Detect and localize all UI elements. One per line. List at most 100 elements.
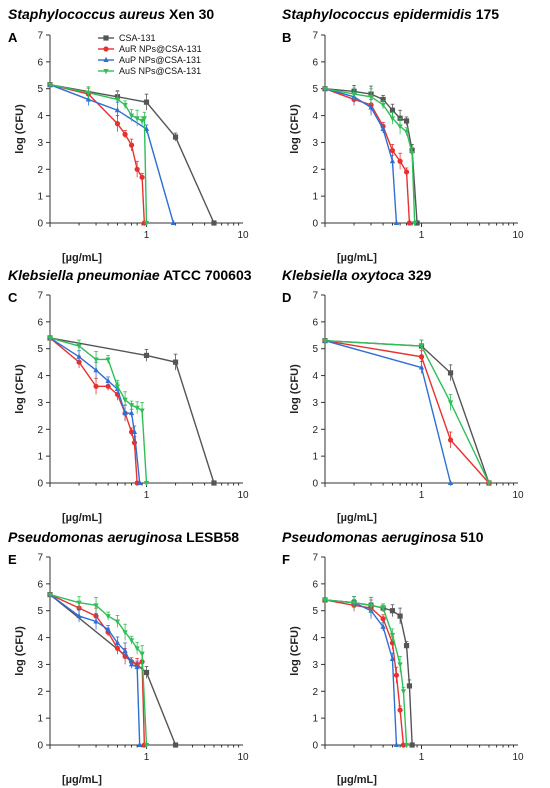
species-name: Staphylococcus aureus <box>8 6 165 22</box>
y-tick-label: 1 <box>37 452 43 463</box>
series-line <box>49 593 148 746</box>
y-tick-label: 4 <box>37 371 43 382</box>
series-aur-nps-csa-131 <box>322 86 413 226</box>
data-point <box>93 603 99 609</box>
legend-label: AuP NPs@CSA-131 <box>119 55 201 65</box>
panel-title: Klebsiella oxytoca 329 <box>282 267 432 283</box>
panel-e: Pseudomonas aeruginosa LESB58 E 0 1 2 3 4 5 6 7 1 1… <box>8 529 249 786</box>
data-point <box>143 743 150 749</box>
series-line <box>49 593 146 746</box>
data-point <box>397 707 403 713</box>
data-point <box>406 220 413 226</box>
y-axis-label: log (CFU) <box>289 364 301 414</box>
data-point <box>414 220 420 226</box>
series-csa-131 <box>47 82 217 226</box>
x-tick-label: 1 <box>144 490 150 501</box>
data-point <box>393 741 400 747</box>
y-tick-label: 5 <box>37 344 43 355</box>
data-point <box>134 663 140 670</box>
data-point <box>389 655 396 662</box>
data-point <box>143 669 150 676</box>
y-tick-label: 4 <box>312 371 318 382</box>
data-point <box>137 741 143 747</box>
series-line <box>324 339 452 484</box>
y-tick-label: 5 <box>37 84 43 95</box>
strain-name: 329 <box>404 267 431 283</box>
y-tick-label: 2 <box>37 687 43 698</box>
y-tick-label: 2 <box>312 687 318 698</box>
data-point <box>322 597 328 604</box>
data-point <box>368 603 374 609</box>
series-csa-131 <box>47 592 179 748</box>
data-point <box>397 124 403 130</box>
data-point <box>486 481 492 487</box>
species-name: Pseudomonas aeruginosa <box>8 529 182 545</box>
data-point <box>351 92 357 98</box>
y-tick-label: 0 <box>312 219 318 230</box>
y-tick-label: 3 <box>312 138 318 149</box>
panel-title: Pseudomonas aeruginosa LESB58 <box>8 529 239 545</box>
data-point <box>122 397 128 403</box>
panel-title: Staphylococcus epidermidis 175 <box>282 6 499 22</box>
species-name: Staphylococcus epidermidis <box>282 6 472 22</box>
species-name: Klebsiella pneumoniae <box>8 267 160 283</box>
y-tick-label: 7 <box>312 291 318 302</box>
species-name: Pseudomonas aeruginosa <box>282 529 456 545</box>
y-tick-label: 0 <box>312 741 318 752</box>
data-point <box>139 174 145 180</box>
panel-c: Klebsiella pneumoniae ATCC 700603 C 0 1 2 3 4 5… <box>8 267 252 524</box>
series-line <box>324 88 411 224</box>
data-point <box>128 142 135 148</box>
data-point <box>418 344 425 350</box>
data-point <box>93 383 99 389</box>
x-axis-label: [µg/mL] <box>337 774 377 786</box>
y-tick-label: 3 <box>37 138 43 149</box>
data-point <box>389 608 396 614</box>
data-point <box>76 612 82 619</box>
data-point <box>122 647 128 653</box>
y-tick-label: 1 <box>37 192 43 203</box>
data-point <box>389 147 396 154</box>
data-point <box>418 364 425 370</box>
x-axis-label: [µg/mL] <box>337 512 377 524</box>
data-point <box>380 102 386 109</box>
data-point <box>403 643 410 649</box>
x-tick-label: 1 <box>419 490 425 501</box>
data-point <box>47 335 53 342</box>
x-axis-label: [µg/mL] <box>62 252 102 264</box>
data-point <box>447 370 454 376</box>
data-point <box>122 630 128 636</box>
series-line <box>324 339 490 484</box>
series-line <box>324 88 398 224</box>
data-point <box>143 481 150 487</box>
y-tick-label: 2 <box>37 425 43 436</box>
y-axis-label: log (CFU) <box>14 626 26 676</box>
data-point <box>389 116 396 122</box>
data-point <box>47 82 53 88</box>
y-tick-label: 1 <box>37 714 43 725</box>
data-point <box>105 614 111 620</box>
y-tick-label: 3 <box>37 398 43 409</box>
y-tick-label: 4 <box>37 111 43 122</box>
panel-letter: B <box>282 30 291 45</box>
series-line <box>324 599 405 746</box>
data-point <box>380 96 386 103</box>
legend-label: AuS NPs@CSA-131 <box>119 66 201 76</box>
panel-a: Staphylococcus aureus Xen 30 A 0 1 2 3 4 5 6 7 1 10… <box>8 6 249 264</box>
data-point <box>85 90 92 96</box>
y-tick-label: 7 <box>37 553 43 564</box>
series-line <box>324 599 398 746</box>
data-point <box>134 646 140 652</box>
y-tick-label: 5 <box>312 84 318 95</box>
data-point <box>128 638 135 644</box>
data-point <box>128 661 135 667</box>
y-tick-label: 1 <box>312 192 318 203</box>
data-point <box>139 118 145 125</box>
data-point <box>143 99 150 105</box>
y-tick-label: 2 <box>312 425 318 436</box>
data-point <box>389 158 396 164</box>
series-aus-nps-csa-131 <box>322 596 410 749</box>
y-axis-label: log (CFU) <box>289 626 301 676</box>
